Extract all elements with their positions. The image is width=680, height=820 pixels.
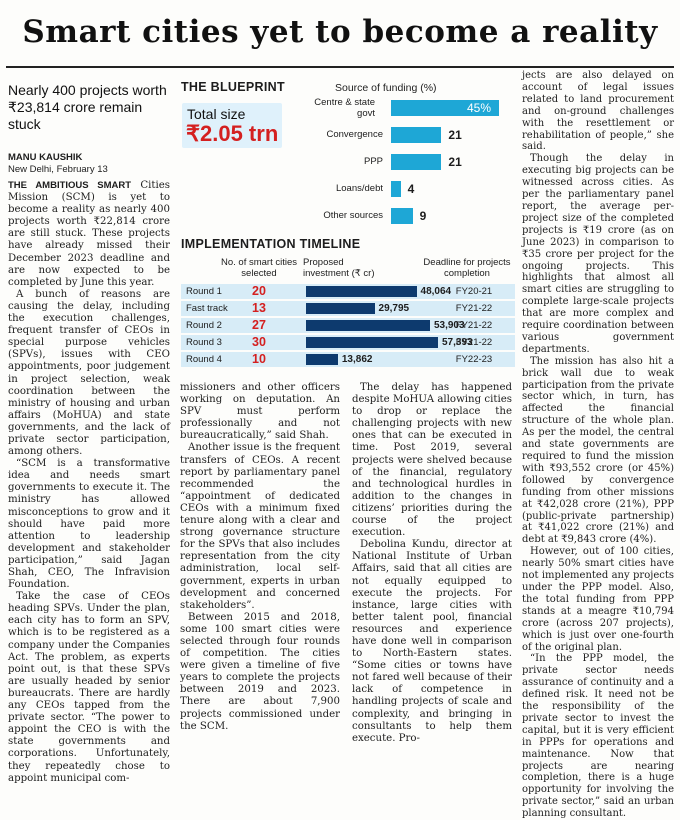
investment-bar — [306, 303, 375, 314]
col4-para-2: Though the delay in executing big projec… — [522, 153, 674, 355]
col1-para-3: “SCM is a transformative idea and needs … — [8, 458, 170, 591]
funding-value: 9 — [419, 209, 427, 223]
infographic: THE BLUEPRINT Source of funding (%) Tota… — [177, 74, 517, 374]
table-row — [181, 352, 515, 367]
lead-caps: THE AMBITIOUS SMART — [8, 180, 132, 191]
subheadline: Nearly 400 projects worth ₹23,814 crore … — [8, 82, 167, 132]
total-size-box: Total size ₹2.05 trn — [182, 103, 282, 148]
funding-label: Centre & state govt — [314, 97, 375, 119]
headline-rule — [6, 66, 674, 68]
funding-label: Loans/debt — [335, 183, 383, 194]
funding-bar — [391, 127, 442, 143]
col2-para-2: Another issue is the frequent transfers … — [180, 442, 340, 611]
total-size-label: Total size — [187, 106, 246, 122]
row-cities-count: 10 — [252, 352, 266, 366]
row-round: Round 1 — [186, 286, 222, 297]
header-count: No. of smart cities selected — [220, 257, 298, 279]
col4-para-3: The mission has also hit a brick wall du… — [522, 355, 674, 546]
investment-value: 29,795 — [378, 303, 410, 314]
column-1: THE AMBITIOUS SMART Cities Mission (SCM)… — [8, 180, 170, 785]
investment-bar — [306, 286, 417, 297]
row-deadline: FY20-21 — [455, 286, 493, 297]
row-deadline: FY21-22 — [455, 303, 493, 314]
byline-place: New Delhi, February 13 — [8, 164, 108, 175]
column-2: missioners and other officers working on… — [180, 382, 340, 733]
row-deadline: FY21-22 — [455, 320, 493, 331]
col3-para-1: The delay has happened despite MoHUA all… — [352, 382, 512, 539]
funding-value: 21 — [448, 128, 462, 142]
column-4: jects are also delayed on account of leg… — [522, 70, 674, 820]
timeline-title: IMPLEMENTATION TIMELINE — [181, 237, 361, 251]
header-deadline: Deadline for projects completion — [423, 257, 511, 279]
byline-author: MANU KAUSHIK — [8, 152, 83, 163]
headline: Smart cities yet to become a reality — [22, 14, 658, 50]
col2-para-1: missioners and other officers working on… — [180, 382, 340, 442]
funding-value: 45% — [467, 101, 492, 115]
row-cities-count: 13 — [252, 301, 266, 315]
col1-para-2: A bunch of reasons are causing the delay… — [8, 288, 170, 458]
funding-label: PPP — [363, 156, 383, 167]
funding-value: 4 — [407, 182, 415, 196]
row-round: Round 2 — [186, 320, 222, 331]
row-cities-count: 20 — [252, 284, 266, 298]
col1-para-1-text: Cities Mission (SCM) is yet to become a … — [8, 180, 170, 288]
funding-value: 21 — [448, 155, 462, 169]
row-deadline: FY22-23 — [455, 354, 493, 365]
row-round: Round 4 — [186, 354, 222, 365]
investment-value: 57,393 — [442, 337, 473, 348]
row-round: Fast track — [186, 303, 228, 314]
investment-bar — [306, 337, 438, 348]
investment-bar — [306, 354, 338, 365]
funding-bar — [391, 208, 413, 224]
investment-bar — [306, 320, 430, 331]
investment-value: 48,064 — [420, 286, 452, 297]
header-investment: Proposed investment (₹ cr) — [303, 257, 375, 279]
total-size-value: ₹2.05 trn — [186, 121, 279, 146]
byline: MANU KAUSHIK New Delhi, February 13 — [8, 152, 168, 176]
investment-value: 53,903 — [433, 320, 465, 331]
funding-title: Source of funding (%) — [335, 82, 437, 94]
row-deadline: FY21-22 — [455, 337, 493, 348]
col4-para-4: However, out of 100 cities, nearly 50% s… — [522, 546, 674, 653]
col2-para-3: Between 2015 and 2018, some 100 smart ci… — [180, 611, 340, 732]
column-3: The delay has happened despite MoHUA all… — [352, 382, 512, 745]
blueprint-title: THE BLUEPRINT — [181, 80, 285, 94]
col1-para-4: Take the case of CEOs heading SPVs. Unde… — [8, 591, 170, 784]
funding-bar — [391, 181, 401, 197]
col4-para-1: jects are also delayed on account of leg… — [522, 70, 674, 153]
funding-bar — [391, 100, 499, 116]
col4-para-5: “In the PPP model, the private sector ne… — [522, 653, 674, 820]
funding-label: Other sources — [323, 210, 383, 221]
funding-bar — [391, 154, 442, 170]
investment-value: 13,862 — [341, 354, 373, 365]
funding-label: Convergence — [326, 129, 383, 140]
col3-para-2: Debolina Kundu, director at National Ins… — [352, 539, 512, 744]
row-cities-count: 30 — [252, 335, 266, 349]
row-round: Round 3 — [186, 337, 222, 348]
row-cities-count: 27 — [252, 318, 266, 332]
col1-para-1: THE AMBITIOUS SMART Cities Mission (SCM)… — [8, 180, 170, 289]
